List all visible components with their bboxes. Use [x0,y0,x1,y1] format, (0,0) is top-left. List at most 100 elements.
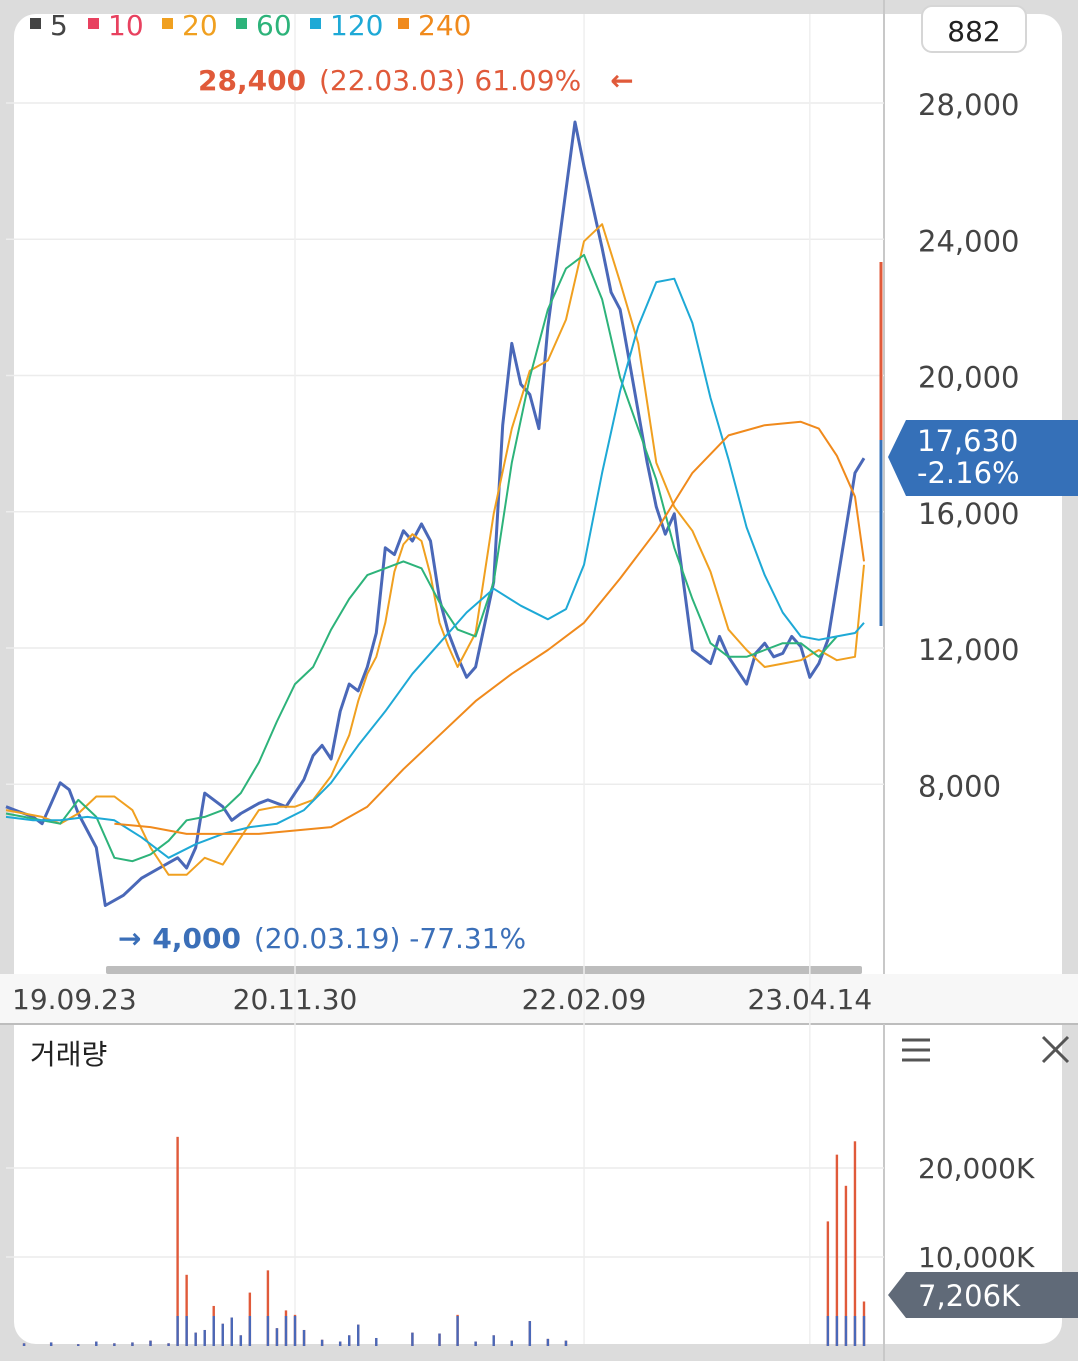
volume-bar-base [167,1343,170,1346]
date-tick-label: 20.11.30 [233,983,358,1016]
price-grid [6,14,884,1344]
date-tick-label: 23.04.14 [747,983,872,1016]
volume-bar-base [203,1329,206,1346]
price-series-line [5,277,865,859]
volume-current: 7,206K [918,1279,1021,1313]
volume-axis-labels: 20,000K 10,000K [918,1152,1035,1274]
volume-tick-label: 20,000K [918,1152,1035,1185]
high-annotation: 28,400 (22.03.03) 61.09% ← [198,64,634,97]
volume-bar-base [194,1332,197,1346]
volume-bar-base [348,1335,351,1346]
volume-grid [6,1167,884,1258]
close-icon[interactable] [1041,1035,1070,1064]
legend-swatch [310,18,321,29]
menu-icon[interactable] [902,1038,930,1062]
volume-bar-base [438,1333,441,1346]
volume-bar-base [826,1316,830,1346]
high-detail: (22.03.03) 61.09% [319,64,581,97]
volume-bar-base [844,1316,848,1346]
volume-bar [844,1185,848,1346]
current-price: 17,630 [917,424,1018,458]
volume-bar-base [320,1339,324,1346]
volume-bar-base [338,1341,342,1346]
volume-bar-base [275,1328,279,1346]
date-tick-label: 22.02.09 [522,983,647,1016]
volume-bar-base [456,1316,459,1346]
legend-swatch [398,18,409,29]
volume-bar-base [149,1340,152,1346]
volume-bar-base [284,1316,288,1346]
volume-bar [266,1270,270,1346]
price-series-line [5,253,838,863]
volume-bar-base [375,1337,378,1346]
low-arrow-icon: → [118,922,141,955]
volume-bar-base [835,1316,839,1346]
volume-bar-base [492,1335,495,1346]
price-tick-label: 12,000 [918,633,1019,667]
volume-bar [185,1274,188,1346]
volume-bar-base [239,1335,243,1346]
date-axis-labels: 19.09.23 20.11.30 22.02.09 23.04.14 [12,983,872,1016]
volume-bar-base [853,1316,857,1346]
date-tick-label: 19.09.23 [12,983,137,1016]
price-tick-label: 28,000 [918,88,1019,122]
price-axis-labels: 28,000 24,000 20,000 16,000 12,000 8,000 [918,88,1019,803]
volume-bar-base [221,1323,224,1346]
price-series-line [114,420,865,835]
volume-bar [853,1141,857,1346]
legend-label: 240 [418,9,471,42]
low-price: 4,000 [152,922,241,955]
volume-bar-base [528,1321,532,1346]
volume-bar [835,1154,839,1346]
period-box[interactable] [921,5,1027,53]
price-tick-label: 8,000 [918,769,1001,803]
volume-tick-label: 10,000K [918,1241,1035,1274]
volume-bar-base [564,1340,568,1346]
legend-swatch [162,18,173,29]
time-scrollbar[interactable] [106,966,862,974]
current-price-tag [888,420,1078,496]
period-box-value: 882 [947,15,1000,48]
price-series [5,120,866,907]
volume-bar-base [185,1316,188,1346]
volume-bar [826,1221,830,1346]
volume-bar-base [293,1316,297,1346]
volume-bar-base [113,1343,116,1346]
volume-bar-base [176,1316,179,1346]
price-tick-label: 16,000 [918,497,1019,531]
volume-bar-base [49,1342,53,1346]
volume-bar-base [357,1324,360,1346]
legend-label: 10 [108,9,144,42]
price-tick-label: 24,000 [918,224,1019,258]
volume-title: 거래량 [30,1038,107,1071]
volume-bar-base [546,1338,550,1346]
legend-label: 120 [330,9,383,42]
legend-swatch [88,18,99,29]
volume-bar-base [248,1316,252,1346]
legend-swatch [236,18,247,29]
volume-bar-base [862,1316,866,1346]
legend-label: 20 [182,9,218,42]
volume-current-tag [888,1272,1078,1318]
low-detail: (20.03.19) -77.31% [254,922,526,955]
volume-bar [176,1136,179,1346]
volume-bar-base [230,1317,233,1346]
legend-label: 5 [50,9,68,42]
xaxis-band [0,974,1078,1024]
volume-bar-base [22,1343,26,1346]
high-price: 28,400 [198,64,306,97]
legend-label: 60 [256,9,292,42]
high-arrow-icon: ← [610,64,633,97]
volume-bar-base [131,1342,134,1346]
price-series-line [5,223,865,876]
price-panel [14,14,1062,1344]
low-annotation: → 4,000 (20.03.19) -77.31% [118,922,526,955]
volume-bar-base [212,1316,215,1346]
volume-bars [22,1136,866,1346]
ma-legend: 5 10 20 60 120 240 [30,9,471,42]
volume-bar-base [411,1332,414,1346]
volume-bar-base [266,1316,270,1346]
volume-bar-base [95,1341,98,1346]
volume-bar-base [77,1344,80,1346]
